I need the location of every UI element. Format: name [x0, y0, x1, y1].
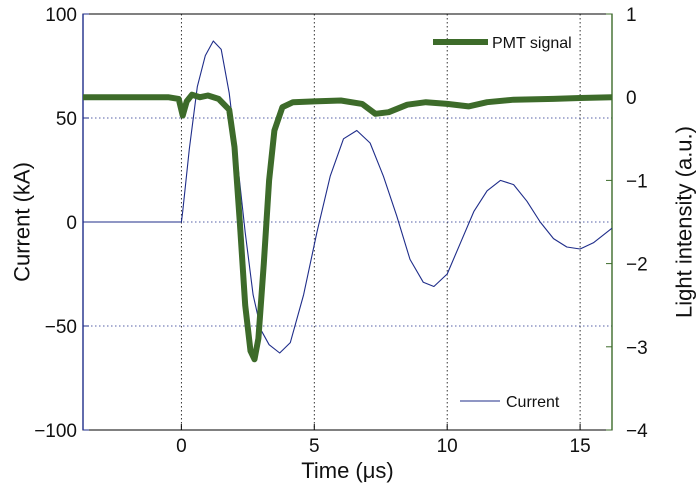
y-left-tick-label-3: 50	[56, 109, 77, 130]
y-axis-left-title: Current (kA)	[10, 162, 35, 282]
x-tick-label-2: 10	[437, 436, 458, 457]
y-right-tick-label-2: −2	[626, 255, 648, 276]
series-line-current	[83, 40, 612, 354]
x-tick-label-1: 5	[309, 436, 320, 457]
y-left-tick-label-4: 100	[45, 5, 77, 26]
y-left-tick-label-1: −50	[45, 317, 77, 338]
legend-label-pmt-signal: PMT signal	[492, 35, 572, 52]
y-left-tick-label-2: 0	[66, 213, 77, 234]
y-right-tick-label-3: −1	[626, 171, 648, 192]
series-lines	[83, 40, 612, 363]
y-left-tick-label-0: −100	[34, 421, 77, 442]
x-tick-label-0: 0	[176, 436, 187, 457]
y-right-tick-label-1: −3	[626, 338, 648, 359]
grid-lines	[83, 14, 612, 430]
y-axis-right-title: Light intensity (a.u.)	[672, 126, 697, 318]
legends: PMT signal Current	[433, 35, 572, 411]
y-right-tick-label-4: 0	[626, 88, 637, 109]
x-tick-label-3: 15	[570, 436, 591, 457]
legend-label-current: Current	[506, 394, 560, 411]
y-right-tick-label-5: 1	[626, 5, 637, 26]
y-right-tick-label-0: −4	[626, 421, 648, 442]
series-line-pmt-signal	[83, 91, 612, 363]
x-axis-title: Time (μs)	[301, 458, 394, 483]
